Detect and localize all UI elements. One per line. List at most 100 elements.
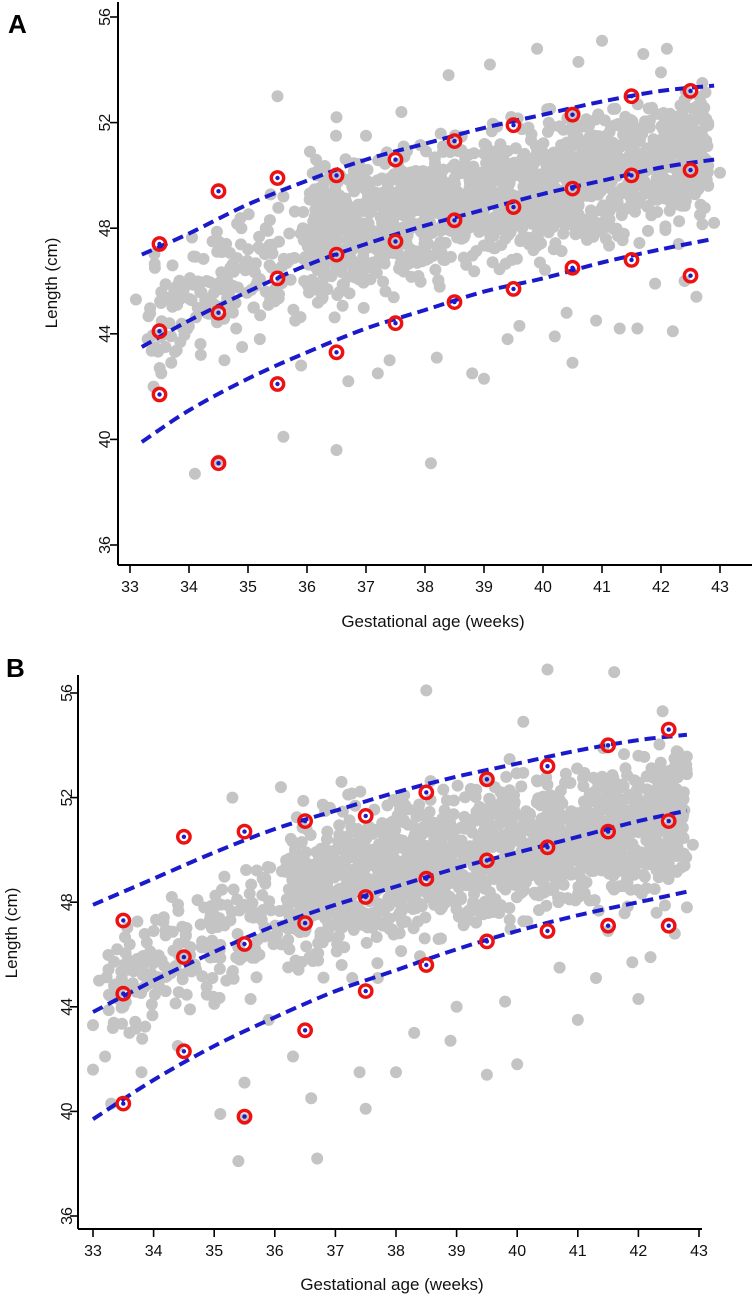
scatter-point — [668, 146, 681, 159]
panel-a-curve-upper — [140, 83, 715, 257]
scatter-point — [526, 164, 539, 176]
x-tick-label: 43 — [690, 1243, 708, 1260]
marker-center — [688, 273, 693, 278]
scatter-point — [432, 239, 445, 252]
scatter-point — [312, 937, 325, 950]
scatter-point — [644, 951, 657, 964]
marker-ring — [564, 106, 581, 123]
scatter-point — [702, 119, 715, 132]
scatter-point — [660, 42, 673, 55]
scatter-point — [659, 220, 672, 233]
scatter-point — [343, 287, 356, 300]
percentile-marker — [175, 828, 192, 845]
x-tick-label: 36 — [298, 579, 316, 596]
x-tick-label: 34 — [180, 579, 198, 596]
scatter-point — [87, 1063, 99, 1076]
scatter-point — [372, 154, 385, 167]
scatter-point — [459, 791, 472, 804]
y-tick-label: 44 — [59, 998, 76, 1016]
scatter-point — [556, 861, 569, 874]
scatter-point — [367, 823, 380, 836]
scatter-point — [359, 841, 371, 854]
scatter-point — [370, 186, 382, 199]
scatter-point — [326, 188, 339, 201]
scatter-point — [657, 119, 670, 132]
scatter-point — [218, 870, 231, 883]
scatter-point — [308, 217, 321, 230]
scatter-point — [500, 800, 513, 813]
percentile-marker — [151, 236, 168, 252]
scatter-point — [420, 247, 433, 260]
scatter-point — [623, 141, 636, 154]
scatter-point — [457, 919, 470, 932]
percentile-marker — [682, 267, 699, 284]
scatter-point — [648, 883, 661, 895]
scatter-point — [518, 874, 531, 886]
marker-center — [393, 157, 398, 162]
scatter-point — [216, 883, 228, 896]
scatter-point — [225, 905, 238, 918]
scatter-point — [590, 314, 603, 327]
scatter-point — [236, 341, 249, 353]
scatter-point — [483, 817, 495, 830]
scatter-point — [117, 1000, 130, 1013]
scatter-point — [651, 206, 664, 218]
percentile-marker — [387, 233, 404, 250]
percentile-marker — [623, 88, 640, 105]
marker-ring — [175, 1043, 192, 1060]
percentile-marker — [151, 386, 168, 403]
scatter-point — [316, 292, 329, 305]
scatter-point — [494, 899, 507, 911]
x-tick-label: 41 — [569, 1243, 587, 1260]
scatter-point — [298, 275, 311, 287]
scatter-point — [220, 974, 233, 987]
scatter-point — [230, 951, 243, 964]
scatter-point — [418, 932, 431, 945]
scatter-point — [548, 796, 560, 808]
scatter-point — [680, 901, 693, 914]
scatter-point — [333, 819, 346, 832]
percentile-marker — [151, 323, 168, 340]
panel-b-curve-middle — [92, 808, 688, 1014]
scatter-point — [274, 781, 287, 794]
scatter-point — [359, 1102, 372, 1115]
scatter-point — [541, 663, 554, 676]
scatter-point — [448, 869, 461, 882]
y-tick-label: 36 — [59, 1207, 76, 1225]
scatter-point — [595, 148, 608, 161]
scatter-point — [303, 187, 316, 200]
scatter-point — [412, 199, 425, 212]
percentile-marker — [115, 1095, 132, 1112]
percentile-marker — [505, 117, 522, 134]
marker-center — [424, 962, 429, 968]
scatter-point — [331, 214, 344, 226]
scatter-point — [364, 206, 376, 219]
scatter-point — [608, 666, 621, 679]
x-tick-label: 40 — [534, 579, 552, 596]
scatter-point — [346, 972, 359, 984]
scatter-point — [123, 1026, 136, 1039]
scatter-point — [354, 255, 367, 268]
scatter-point — [573, 150, 586, 162]
scatter-point — [542, 197, 555, 210]
scatter-point — [289, 849, 302, 862]
scatter-point — [393, 896, 406, 909]
scatter-point — [578, 172, 591, 185]
scatter-point — [569, 894, 582, 907]
marker-center — [629, 173, 634, 178]
percentile-marker — [564, 106, 581, 123]
scatter-point — [332, 930, 345, 943]
marker-ring — [269, 376, 286, 392]
scatter-point — [557, 878, 570, 891]
scatter-point — [637, 826, 650, 839]
scatter-point — [607, 136, 620, 149]
percentile-marker — [660, 721, 677, 738]
marker-ring — [210, 183, 227, 200]
scatter-point — [450, 903, 463, 916]
scatter-point — [148, 261, 161, 274]
scatter-point — [184, 1003, 196, 1016]
scatter-point — [577, 213, 590, 226]
scatter-point — [395, 945, 408, 958]
scatter-point — [690, 146, 703, 159]
x-tick-label: 37 — [327, 1243, 345, 1260]
